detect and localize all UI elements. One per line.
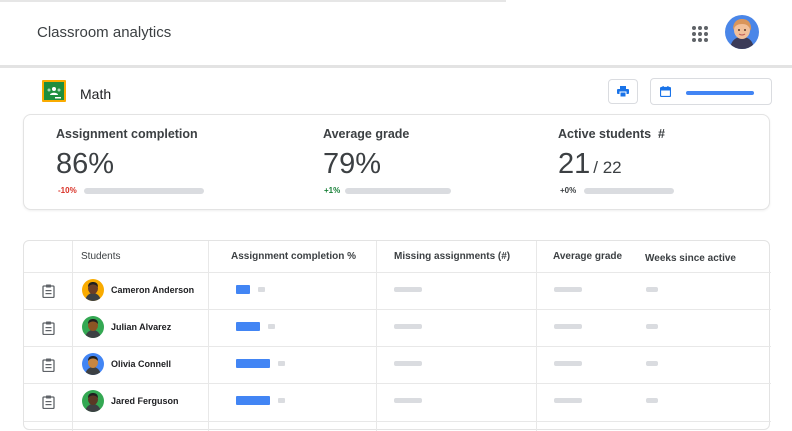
weeks-since-active-placeholder xyxy=(646,361,658,366)
average-grade-placeholder xyxy=(554,398,582,403)
weeks-since-active-placeholder xyxy=(646,324,658,329)
print-button[interactable] xyxy=(608,79,638,104)
completion-bar xyxy=(236,396,270,405)
student-avatar xyxy=(82,390,104,412)
metric-delta: +1% xyxy=(324,186,341,195)
missing-assignments-placeholder xyxy=(394,324,422,329)
calendar-icon xyxy=(660,86,671,97)
column-divider xyxy=(376,241,377,431)
table-row[interactable]: Jared Ferguson xyxy=(24,383,771,421)
clipboard-icon[interactable] xyxy=(42,395,55,409)
completion-bar xyxy=(236,322,260,331)
top-edge xyxy=(0,0,506,2)
weeks-since-active-placeholder xyxy=(646,398,658,403)
google-classroom-icon xyxy=(42,80,66,102)
completion-remainder xyxy=(278,398,285,403)
student-name[interactable]: Cameron Anderson xyxy=(111,285,195,295)
metric-average-grade: Average grade 79% xyxy=(323,127,409,181)
completion-remainder xyxy=(258,287,265,292)
row-divider xyxy=(24,309,771,310)
clipboard-icon[interactable] xyxy=(42,284,55,298)
account-avatar[interactable] xyxy=(725,15,759,49)
date-range-button[interactable] xyxy=(650,78,772,105)
class-title: Math xyxy=(80,86,112,102)
missing-assignments-placeholder xyxy=(394,287,422,292)
column-header-students[interactable]: Students xyxy=(81,251,121,262)
completion-remainder xyxy=(268,324,275,329)
student-avatar xyxy=(82,316,104,338)
print-icon xyxy=(617,86,629,97)
metric-label: Assignment completion xyxy=(56,127,198,141)
column-divider xyxy=(208,241,209,431)
total-count: / 22 xyxy=(593,158,622,177)
metric-delta: +0% xyxy=(560,186,577,195)
weeks-since-active-placeholder xyxy=(646,287,658,292)
average-grade-placeholder xyxy=(554,361,582,366)
metric-value: 79% xyxy=(323,148,382,180)
metric-label: Active students # xyxy=(558,127,665,141)
app-title: Classroom analytics xyxy=(37,24,172,41)
row-divider xyxy=(24,383,771,384)
column-header-missing[interactable]: Missing assignments (#) xyxy=(394,251,511,262)
student-avatar xyxy=(82,353,104,375)
metric-assignment-completion: Assignment completion 86% xyxy=(56,127,198,181)
row-divider xyxy=(24,346,771,347)
column-divider xyxy=(536,241,537,431)
table-row[interactable]: Cameron Anderson xyxy=(24,272,771,310)
summary-card: Assignment completion 86% -10% Average g… xyxy=(23,114,770,210)
metric-trend-bar xyxy=(84,188,204,194)
active-count: 21 xyxy=(558,148,591,180)
metric-value: 86% xyxy=(56,148,115,180)
date-range-placeholder xyxy=(686,91,754,95)
metric-trend-bar xyxy=(584,188,674,194)
student-name[interactable]: Julian Alvarez xyxy=(111,322,172,332)
table-row[interactable]: Julian Alvarez xyxy=(24,309,771,347)
clipboard-icon[interactable] xyxy=(42,358,55,372)
students-table: Students Assignment completion % Missing… xyxy=(23,240,771,431)
student-name[interactable]: Jared Ferguson xyxy=(111,396,179,406)
column-header-completion[interactable]: Assignment completion % xyxy=(231,251,357,262)
metric-label: Average grade xyxy=(323,127,410,141)
completion-remainder xyxy=(278,361,285,366)
completion-bar xyxy=(236,359,270,368)
metric-value: 21/ 22 xyxy=(558,147,665,185)
row-divider xyxy=(24,421,771,422)
table-row[interactable]: Olivia Connell xyxy=(24,346,771,384)
completion-bar xyxy=(236,285,250,294)
metric-active-students: Active students # 21/ 22 xyxy=(558,127,665,185)
column-header-weeks-since-active[interactable]: Weeks since active xyxy=(645,253,736,264)
average-grade-placeholder xyxy=(554,287,582,292)
apps-grid-icon[interactable] xyxy=(692,26,708,42)
missing-assignments-placeholder xyxy=(394,361,422,366)
clipboard-icon[interactable] xyxy=(42,321,55,335)
metric-delta: -10% xyxy=(58,186,77,195)
average-grade-placeholder xyxy=(554,324,582,329)
metric-trend-bar xyxy=(345,188,451,194)
column-header-average-grade[interactable]: Average grade xyxy=(553,251,623,262)
column-divider xyxy=(72,241,73,431)
row-divider xyxy=(24,272,771,273)
missing-assignments-placeholder xyxy=(394,398,422,403)
app-bar-divider xyxy=(0,65,792,68)
app-bar: Classroom analytics xyxy=(0,2,792,65)
student-name[interactable]: Olivia Connell xyxy=(111,359,172,369)
student-avatar xyxy=(82,279,104,301)
